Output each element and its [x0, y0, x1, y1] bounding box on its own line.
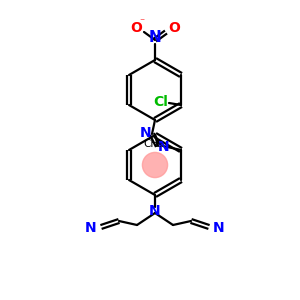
Text: N: N — [85, 221, 97, 235]
Text: O: O — [130, 21, 142, 35]
Circle shape — [142, 152, 168, 178]
Text: Cl: Cl — [154, 95, 168, 109]
Text: CH₃: CH₃ — [143, 139, 163, 149]
Text: N: N — [140, 126, 152, 140]
Text: N: N — [148, 29, 161, 44]
Text: N: N — [158, 140, 170, 154]
Text: N: N — [213, 221, 225, 235]
Text: O: O — [168, 21, 180, 35]
Text: N: N — [149, 204, 161, 218]
Text: ⁻: ⁻ — [140, 17, 145, 27]
